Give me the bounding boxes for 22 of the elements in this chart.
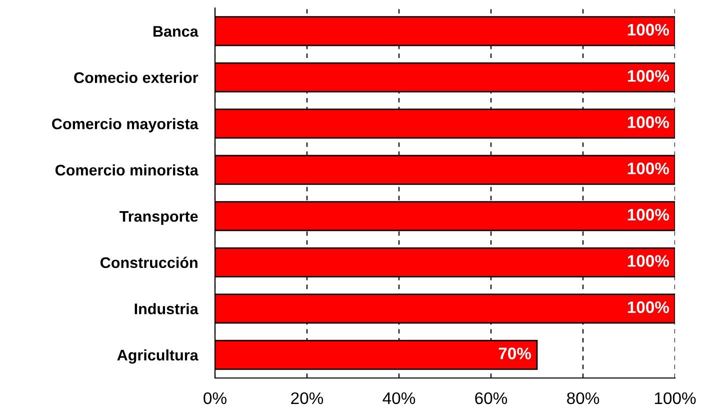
data-label: 100% (628, 255, 670, 267)
y-tick-label: Transporte (120, 211, 198, 225)
data-label: 100% (628, 70, 670, 82)
data-label: 100% (628, 208, 670, 221)
data-label: 100% (628, 116, 670, 128)
x-tick-label: 100% (654, 392, 696, 404)
data-label: 100% (628, 162, 670, 174)
x-tick-label: 40% (382, 392, 416, 404)
x-tick-label: 0% (204, 392, 226, 404)
y-tick-label: Construcción (100, 256, 198, 268)
data-label: 70% (498, 348, 532, 360)
data-label: 100% (628, 301, 670, 314)
data-label: 100% (628, 24, 670, 36)
x-tick-label: 60% (475, 392, 508, 404)
y-tick-label: Comercio minorista (55, 164, 198, 176)
y-tick-label: Industria (134, 303, 198, 314)
y-tick-label: Banca (154, 26, 198, 37)
y-tick-label: Agricultura (117, 349, 198, 364)
y-tick-label: Comecio exterior (74, 72, 198, 84)
y-tick-label: Comercio mayorista (52, 118, 198, 132)
x-tick-label: 80% (567, 392, 600, 404)
x-tick-label: 20% (291, 392, 324, 404)
